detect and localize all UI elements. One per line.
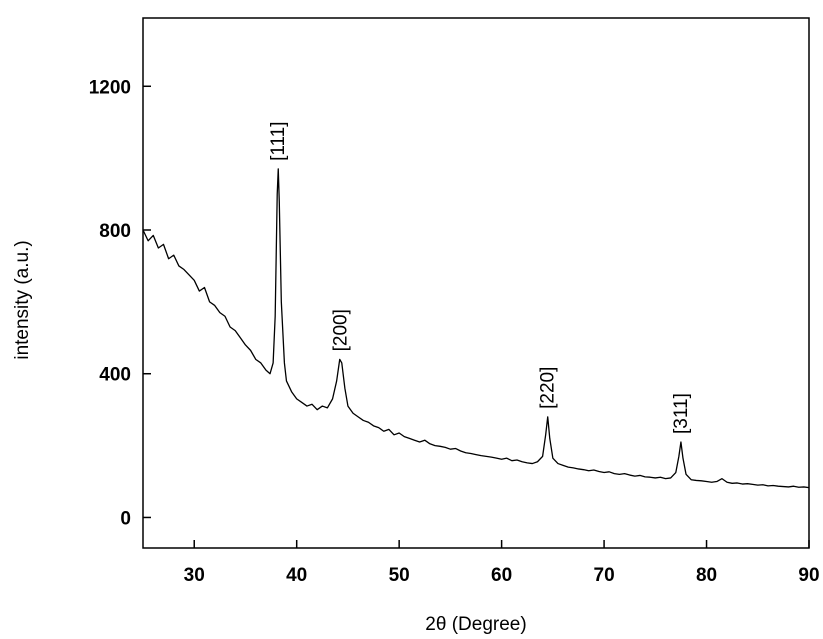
plot-frame [142, 17, 810, 549]
y-tick-label: 1200 [89, 77, 131, 98]
peak-label: [111] [268, 121, 289, 160]
x-tick-label: 60 [491, 565, 512, 586]
peak-label: [311] [671, 393, 692, 434]
x-tick-label: 50 [389, 565, 410, 586]
y-axis-label: intensity (a.u.) [12, 240, 33, 359]
x-axis-label: 2θ (Degree) [425, 614, 526, 635]
peak-label: [200] [331, 309, 352, 351]
x-tick-label: 90 [798, 565, 819, 586]
peak-label: [220] [538, 367, 559, 409]
x-tick-label: 70 [594, 565, 615, 586]
x-tick-label: 30 [184, 565, 205, 586]
y-tick-label: 800 [99, 221, 131, 242]
y-tick-label: 0 [120, 508, 131, 529]
y-tick-label: 400 [99, 365, 131, 386]
x-tick-label: 80 [696, 565, 717, 586]
x-tick-label: 40 [286, 565, 307, 586]
data-line [142, 168, 810, 489]
